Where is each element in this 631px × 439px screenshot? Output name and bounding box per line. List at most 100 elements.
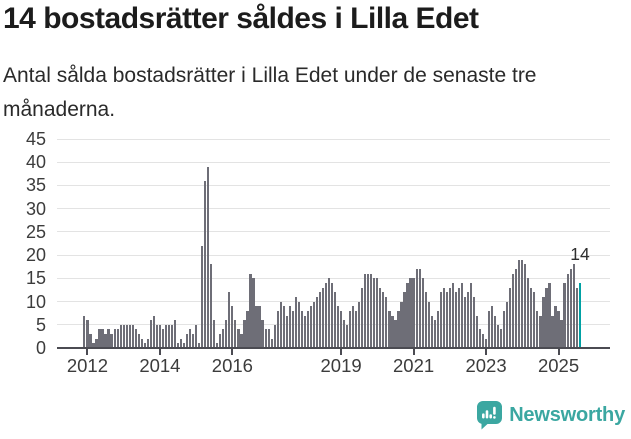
bar <box>551 315 554 348</box>
bar <box>158 324 161 348</box>
bar <box>173 320 177 348</box>
y-axis-label: 35 <box>25 175 46 196</box>
bar <box>367 273 370 348</box>
bar <box>554 306 557 348</box>
bar <box>370 273 373 348</box>
brand-name: Newsworthy <box>509 404 625 426</box>
bar <box>152 315 155 348</box>
page-title: 14 bostadsrätter såldes i Lilla Edet <box>3 2 479 35</box>
bar <box>83 315 86 348</box>
gridline <box>57 277 610 279</box>
gridline <box>57 324 610 326</box>
brand-footer: Newsworthy <box>477 401 625 430</box>
bar <box>89 334 92 348</box>
bar <box>358 301 361 348</box>
bar <box>430 315 433 348</box>
bar <box>457 287 460 348</box>
bar <box>545 287 548 348</box>
bar <box>439 292 442 348</box>
y-axis-label: 45 <box>25 129 46 149</box>
bar <box>484 338 488 348</box>
bar <box>491 306 494 348</box>
bar <box>324 282 328 348</box>
bar <box>176 343 180 348</box>
bar <box>349 310 352 348</box>
bar <box>116 329 119 348</box>
bar <box>167 324 171 348</box>
x-axis-label: 2023 <box>465 355 507 376</box>
bar <box>539 315 542 348</box>
bar <box>149 320 152 348</box>
bar <box>445 292 448 348</box>
last-value-label: 14 <box>570 244 590 264</box>
bar <box>427 301 430 348</box>
x-axis-tick <box>412 348 415 355</box>
chart-subtitle: Antal sålda bostadsrätter i Lilla Edet u… <box>3 64 537 121</box>
bar <box>216 343 219 348</box>
bar <box>261 320 264 348</box>
bar <box>472 296 476 348</box>
x-axis-tick <box>485 348 488 355</box>
bar <box>270 338 273 348</box>
bar <box>125 324 128 348</box>
bar <box>466 292 470 348</box>
gridline <box>57 138 610 140</box>
bar <box>219 334 222 348</box>
bar <box>225 320 228 348</box>
bar <box>164 324 168 348</box>
bar <box>412 278 415 348</box>
bar <box>161 329 164 348</box>
bar <box>146 338 149 348</box>
x-axis-label: 2019 <box>320 355 362 376</box>
bar <box>336 306 340 348</box>
bar <box>487 310 491 348</box>
bar <box>463 296 466 348</box>
bar <box>182 343 186 348</box>
bar <box>137 334 140 348</box>
bar <box>475 315 479 348</box>
bar <box>267 329 270 348</box>
bar <box>346 324 349 348</box>
bar <box>385 296 388 348</box>
bar <box>207 166 210 348</box>
bar <box>355 310 358 348</box>
bar <box>315 296 319 348</box>
bar <box>373 278 376 348</box>
bar <box>243 320 246 348</box>
bar <box>494 315 497 348</box>
gridline <box>57 301 610 303</box>
bar <box>291 310 294 348</box>
bar <box>481 334 485 348</box>
bar <box>451 282 454 348</box>
bar <box>391 315 394 348</box>
bar <box>364 273 367 348</box>
x-axis-tick <box>158 348 161 355</box>
bar <box>518 259 521 348</box>
bar <box>509 287 512 348</box>
y-axis-label: 30 <box>25 198 46 219</box>
bar <box>418 269 421 348</box>
bar <box>309 306 312 348</box>
bar <box>228 292 231 348</box>
bar <box>234 320 237 348</box>
bar <box>500 329 503 348</box>
bar <box>394 320 397 348</box>
bar <box>330 282 334 348</box>
bar <box>252 278 255 348</box>
bar <box>122 324 125 348</box>
bar <box>361 287 364 348</box>
y-axis-label: 5 <box>35 314 46 335</box>
bar <box>512 273 515 348</box>
bar <box>436 310 439 348</box>
bar <box>560 320 563 348</box>
bar <box>548 282 551 348</box>
bar <box>246 310 249 348</box>
gridline <box>57 208 610 210</box>
y-axis-label: 15 <box>25 268 46 289</box>
bar <box>282 306 285 348</box>
bar <box>400 301 403 348</box>
bar <box>406 282 409 348</box>
bar <box>143 343 146 348</box>
bar <box>297 301 300 348</box>
